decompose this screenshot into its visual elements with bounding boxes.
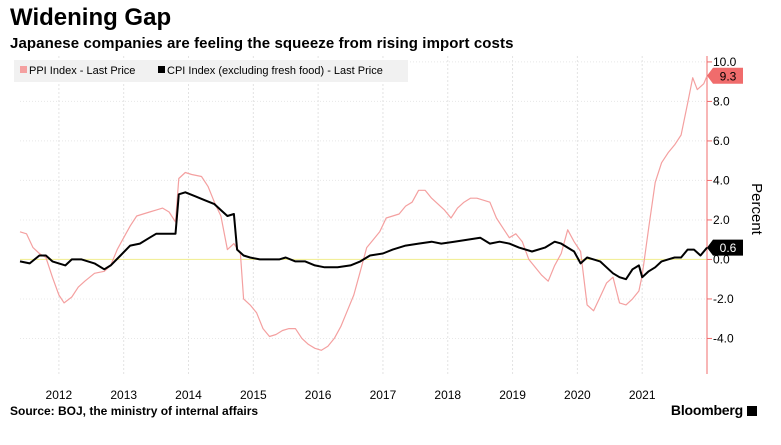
ppi-last-value-label: 9.3 bbox=[720, 69, 737, 83]
x-tick-label: 2015 bbox=[240, 388, 267, 402]
x-tick-label: 2021 bbox=[629, 388, 656, 402]
brand-mark-icon bbox=[747, 406, 757, 416]
y-tick-label: 8.0 bbox=[713, 94, 730, 108]
cpi-series-line bbox=[19, 191, 708, 281]
ppi-last-value-flag bbox=[707, 67, 743, 84]
legend-swatch-cpi bbox=[158, 66, 165, 73]
legend-label-cpi: CPI Index (excluding fresh food) - Last … bbox=[167, 65, 383, 77]
y-tick-label: -2.0 bbox=[713, 292, 734, 306]
cpi-last-value-flag bbox=[707, 239, 743, 256]
y-tick-label: 4.0 bbox=[713, 173, 730, 187]
y-axis-label: Percent bbox=[748, 183, 765, 236]
y-tick-label: 2.0 bbox=[713, 213, 730, 227]
legend-swatch-ppi bbox=[20, 66, 27, 73]
x-tick-label: 2016 bbox=[305, 388, 332, 402]
ppi-series-line bbox=[19, 75, 708, 351]
source-note: Source: BOJ, the ministry of internal af… bbox=[10, 404, 259, 418]
y-tick-label: 6.0 bbox=[713, 134, 730, 148]
brand-logo: Bloomberg bbox=[671, 402, 757, 418]
x-tick-label: 2014 bbox=[175, 388, 202, 402]
x-tick-label: 2019 bbox=[499, 388, 526, 402]
chart-subtitle: Japanese companies are feeling the squee… bbox=[10, 35, 514, 52]
y-tick-label: 0.0 bbox=[713, 252, 730, 266]
y-tick-label: 10.0 bbox=[713, 55, 737, 69]
y-tick-label: -4.0 bbox=[713, 331, 734, 345]
legend-label-ppi: PPI Index - Last Price bbox=[29, 65, 135, 77]
plot-area bbox=[20, 56, 707, 374]
cpi-last-value-label: 0.6 bbox=[720, 241, 737, 255]
chart-title: Widening Gap bbox=[10, 4, 172, 31]
x-tick-label: 2020 bbox=[564, 388, 591, 402]
x-tick-label: 2013 bbox=[110, 388, 137, 402]
brand-name: Bloomberg bbox=[670, 402, 743, 418]
x-tick-label: 2017 bbox=[370, 388, 397, 402]
legend-box bbox=[14, 60, 408, 82]
x-tick-label: 2018 bbox=[434, 388, 461, 402]
x-tick-label: 2012 bbox=[46, 388, 73, 402]
